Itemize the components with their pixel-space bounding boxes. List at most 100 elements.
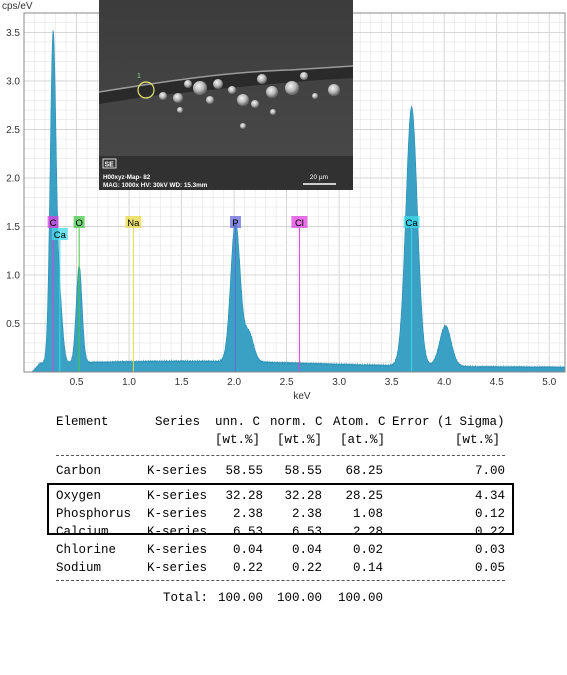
cell-atom: 1.08 [352, 507, 383, 521]
header-unn-c: unn. C [215, 415, 261, 429]
element-marker-box [125, 216, 142, 228]
element-marker-box [73, 216, 85, 228]
cell-unn: 32.28 [225, 489, 263, 503]
unit-error: [wt.%] [455, 433, 501, 447]
analysis-point-marker [137, 81, 155, 99]
sem-particle [300, 72, 308, 80]
sem-particle [257, 74, 267, 84]
total-unn-c: 100.00 [217, 591, 263, 605]
analysis-point-label: 1 [137, 73, 141, 80]
element-marker-box [229, 216, 241, 228]
header-series: Series [155, 415, 201, 429]
element-marker-label: O [75, 218, 82, 229]
cell-atom: 28.25 [345, 489, 383, 503]
x-axis-ticks: 0.5 1.0 1.5 2.0 2.5 3.0 3.5 4.0 4.5 5.0 [70, 377, 557, 388]
detector-badge [102, 158, 117, 169]
element-marker-label: Na [127, 218, 140, 229]
y-tick-label: 2.5 [6, 125, 20, 136]
y-tick-label: 3.0 [6, 76, 20, 87]
x-axis-label: keV [293, 391, 311, 400]
x-tick-label: 2.0 [227, 377, 241, 388]
header-error: Error (1 Sigma) [392, 415, 505, 429]
header-atom-c: Atom. C [333, 415, 386, 429]
cell-unn: 58.55 [225, 464, 263, 478]
element-marker-label: Ca [54, 230, 67, 241]
sem-particle [193, 81, 207, 95]
element-marker-label: Ca [406, 218, 419, 229]
table-row: Calcium K-series 6.53 6.53 2.28 0.22 [0, 525, 567, 543]
sem-particle [251, 100, 259, 108]
spectrum-series-area [31, 30, 566, 373]
sem-inset-image: 1 SE H00xyz-Map- 82 MAG: 1000x HV: 30kV … [98, 0, 354, 190]
y-axis-label: cps/eV [2, 1, 33, 12]
sem-particle [237, 94, 249, 106]
table-header-row: Element Series unn. C norm. C Atom. C Er… [0, 415, 567, 433]
detector-badge-text: SE [105, 162, 115, 169]
y-tick-label: 1.5 [6, 222, 20, 233]
sem-particle [285, 81, 299, 95]
cell-atom: 68.25 [345, 464, 383, 478]
sem-particle [184, 80, 192, 88]
x-tick-label: 3.5 [385, 377, 399, 388]
table-total-row: Total: 100.00 100.00 100.00 [0, 591, 567, 609]
table-units-row: [wt.%] [wt.%] [at.%] [wt.%] [0, 433, 567, 451]
sem-particle [270, 109, 276, 115]
header-element: Element [56, 415, 109, 429]
sem-particles [159, 72, 340, 129]
sem-particle [312, 93, 318, 99]
sem-particle [328, 84, 340, 96]
table-divider [56, 455, 505, 456]
highlight-box [47, 483, 514, 535]
total-label: Total: [163, 591, 209, 605]
cell-norm: 6.53 [291, 525, 322, 539]
cell-element: Sodium [56, 561, 102, 575]
unit-norm-c: [wt.%] [277, 433, 323, 447]
sem-image-name: H00xyz-Map- 82 [103, 174, 151, 181]
cell-error: 4.34 [474, 489, 505, 503]
eds-spectrum-chart: cps/eV 0.5 1.0 1.5 2.0 2.5 3.0 3.5 0.5 1.0 1.5 2.… [2, 0, 566, 400]
x-tick-label: 5.0 [542, 377, 556, 388]
y-axis-ticks: 0.5 1.0 1.5 2.0 2.5 3.0 3.5 [6, 28, 20, 330]
cell-element: Calcium [56, 525, 109, 539]
cell-norm: 0.22 [291, 561, 322, 575]
cell-unn: 2.38 [232, 507, 263, 521]
y-tick-label: 1.0 [6, 270, 20, 281]
element-marker-box [291, 216, 308, 228]
cell-norm: 0.04 [291, 543, 322, 557]
sem-particle [266, 86, 278, 98]
element-marker-box [47, 216, 59, 228]
scale-bar-label: 20 µm [310, 174, 328, 181]
element-marker-box [51, 228, 68, 240]
cell-error: 0.12 [474, 507, 505, 521]
cell-element: Oxygen [56, 489, 102, 503]
x-tick-label: 4.5 [490, 377, 504, 388]
cell-series: K-series [147, 561, 208, 575]
x-tick-label: 1.5 [175, 377, 189, 388]
cell-error: 0.03 [474, 543, 505, 557]
cell-series: K-series [147, 507, 208, 521]
table-row: Chlorine K-series 0.04 0.04 0.02 0.03 [0, 543, 567, 561]
element-marker-label: C [50, 218, 57, 229]
element-marker-label: Cl [295, 218, 304, 229]
element-marker-box [403, 216, 420, 228]
sem-particle [173, 93, 183, 103]
cell-norm: 32.28 [284, 489, 322, 503]
total-atom-c: 100.00 [337, 591, 383, 605]
header-norm-c: norm. C [270, 415, 323, 429]
table-row: Phosphorus K-series 2.38 2.38 1.08 0.12 [0, 507, 567, 525]
y-tick-label: 0.5 [6, 319, 20, 330]
x-tick-label: 4.0 [437, 377, 451, 388]
sem-image-parameters: MAG: 1000x HV: 30kV WD: 15.3mm [103, 182, 208, 189]
sem-particle [159, 92, 167, 100]
cell-unn: 6.53 [232, 525, 263, 539]
unit-unn-c: [wt.%] [215, 433, 261, 447]
x-tick-label: 1.0 [122, 377, 136, 388]
cell-series: K-series [147, 525, 208, 539]
quantification-table: Element Series unn. C norm. C Atom. C Er… [0, 408, 567, 605]
cell-series: K-series [147, 489, 208, 503]
cell-element: Phosphorus [56, 507, 132, 521]
table-row: Carbon K-series 58.55 58.55 68.25 7.00 [0, 464, 567, 482]
x-tick-label: 0.5 [70, 377, 84, 388]
sem-particle [177, 107, 183, 113]
